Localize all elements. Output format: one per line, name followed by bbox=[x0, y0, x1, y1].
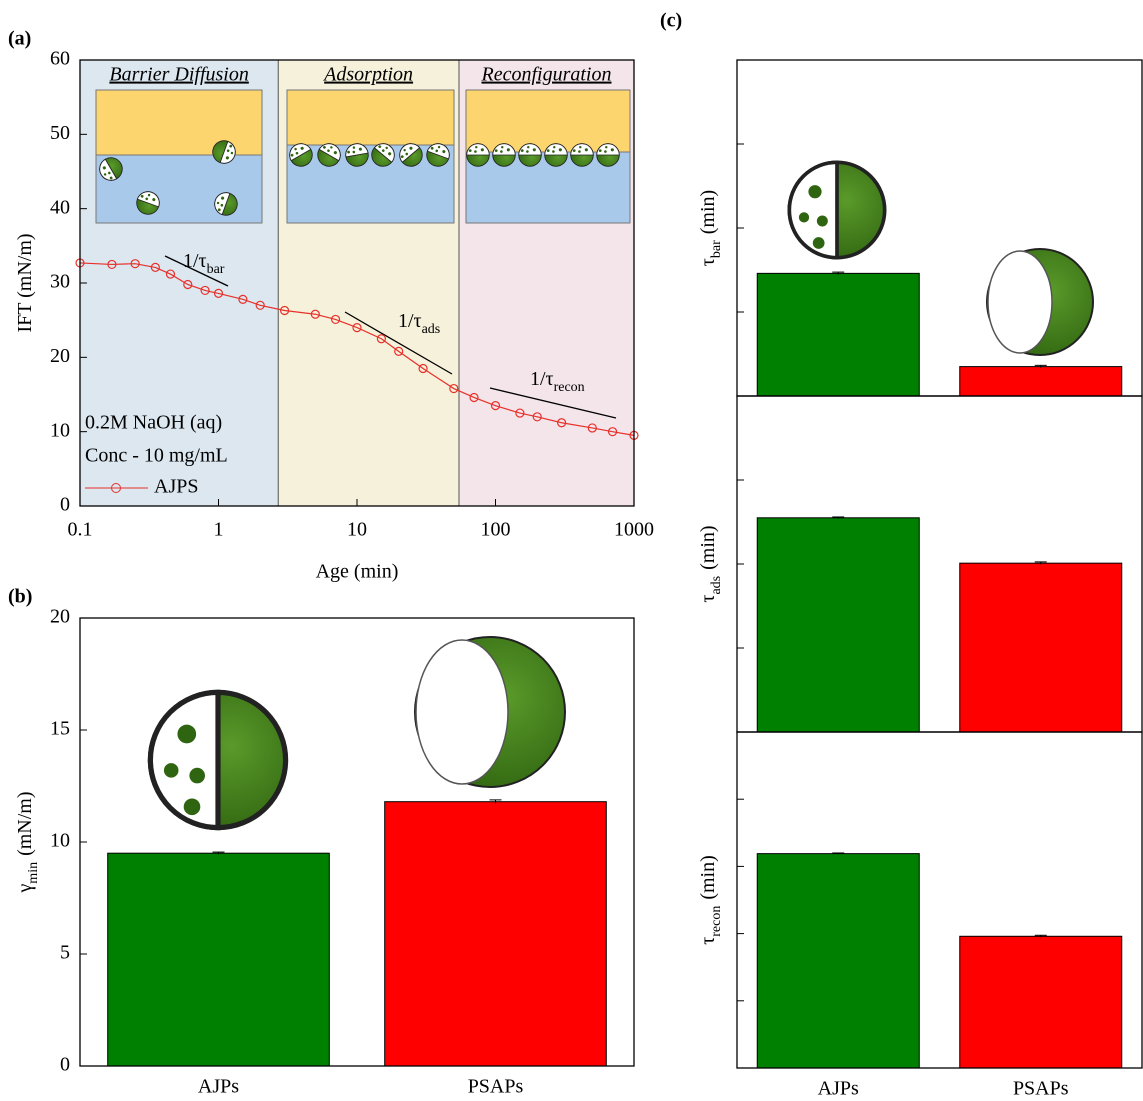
particle bbox=[597, 144, 620, 167]
region-label: Barrier Diffusion bbox=[109, 64, 248, 86]
ajp-illustration bbox=[789, 162, 884, 257]
bar bbox=[960, 563, 1122, 732]
x-axis-label: Age (min) bbox=[316, 561, 399, 583]
y-tick-label: 20 bbox=[50, 345, 70, 367]
annotation-sub: ads bbox=[422, 322, 441, 337]
x-tick-label: 100 bbox=[481, 519, 511, 541]
y-axis-label-rest: (min) bbox=[697, 855, 719, 899]
y-axis-label-sub: bar bbox=[709, 240, 724, 258]
x-tick-label: PSAPs bbox=[1013, 1078, 1069, 1100]
y-axis-label-main: τ bbox=[697, 937, 719, 945]
x-tick-label: AJPs bbox=[198, 1076, 239, 1098]
y-tick-label: 50 bbox=[50, 122, 70, 144]
x-tick-label: 0.1 bbox=[68, 519, 93, 541]
figure: Barrier Diffusion Adsorption Reconfigurati… bbox=[0, 0, 1143, 1101]
y-tick-label: 0 bbox=[60, 1054, 70, 1076]
y-tick-label: 10 bbox=[50, 419, 70, 441]
particle bbox=[519, 144, 542, 167]
y-axis-label-sub: ads bbox=[709, 576, 724, 595]
particle bbox=[467, 144, 490, 167]
y-tick-label: 60 bbox=[50, 48, 70, 70]
y-axis-label: IFT (mN/m) bbox=[14, 233, 36, 332]
particle bbox=[571, 144, 594, 167]
bar bbox=[108, 853, 330, 1066]
region-label: Reconfiguration bbox=[481, 64, 612, 86]
y-tick-label: 15 bbox=[50, 718, 70, 740]
bar bbox=[385, 802, 607, 1066]
y-axis-label-main: γ bbox=[14, 884, 36, 894]
oil-phase bbox=[96, 90, 262, 155]
y-axis-label-sub: recon bbox=[709, 906, 724, 937]
region-label: Adsorption bbox=[322, 64, 413, 86]
y-axis-label: τrecon (min) bbox=[697, 855, 724, 945]
y-axis-label-main: τ bbox=[697, 595, 719, 603]
panel-label: (a) bbox=[8, 28, 31, 50]
note: 0.2M NaOH (aq) bbox=[85, 412, 222, 434]
y-tick-label: 20 bbox=[50, 606, 70, 628]
y-axis-label-main: τ bbox=[697, 258, 719, 266]
x-tick-label: AJPs bbox=[818, 1078, 859, 1100]
annotation-main: 1/τ bbox=[530, 368, 554, 390]
y-tick-label: 30 bbox=[50, 271, 70, 293]
psap-illustration bbox=[987, 249, 1093, 355]
annotation-sub: recon bbox=[554, 380, 585, 395]
bar bbox=[757, 518, 919, 732]
y-axis-label-rest: (min) bbox=[697, 525, 719, 569]
ajp-illustration bbox=[150, 692, 285, 827]
y-axis-label-sub: min bbox=[26, 862, 41, 884]
y-tick-label: 5 bbox=[60, 942, 70, 964]
y-axis-label-rest: (mN/m) bbox=[14, 791, 36, 855]
bar bbox=[960, 936, 1122, 1068]
particle bbox=[493, 144, 516, 167]
particle bbox=[545, 144, 568, 167]
panel-label: (b) bbox=[8, 586, 32, 608]
legend-label: AJPS bbox=[154, 476, 198, 498]
y-tick-label: 40 bbox=[50, 196, 70, 218]
annotation-main: 1/τ bbox=[183, 250, 207, 272]
x-tick-label: 1000 bbox=[614, 519, 654, 541]
panel-label: (c) bbox=[660, 10, 682, 32]
x-tick-label: 1 bbox=[214, 519, 224, 541]
bar bbox=[757, 854, 919, 1068]
y-axis-label: γmin (mN/m) bbox=[14, 791, 41, 893]
y-axis-label-main: IFT (mN/m) bbox=[14, 233, 36, 332]
y-axis-label: τbar (min) bbox=[697, 190, 724, 266]
annotation-sub: bar bbox=[207, 262, 225, 277]
oil-phase bbox=[466, 90, 630, 152]
bar bbox=[960, 367, 1122, 396]
y-tick-label: 0 bbox=[60, 494, 70, 516]
y-axis-label: τads (min) bbox=[697, 525, 724, 602]
x-tick-label: 10 bbox=[347, 519, 367, 541]
y-axis-label-rest: (min) bbox=[697, 190, 719, 234]
oil-phase bbox=[287, 90, 454, 145]
annotation-main: 1/τ bbox=[398, 310, 422, 332]
bar bbox=[757, 273, 919, 396]
y-tick-label: 10 bbox=[50, 830, 70, 852]
psap-illustration bbox=[415, 637, 565, 787]
x-tick-label: PSAPs bbox=[468, 1076, 524, 1098]
note: Conc - 10 mg/mL bbox=[85, 445, 228, 467]
